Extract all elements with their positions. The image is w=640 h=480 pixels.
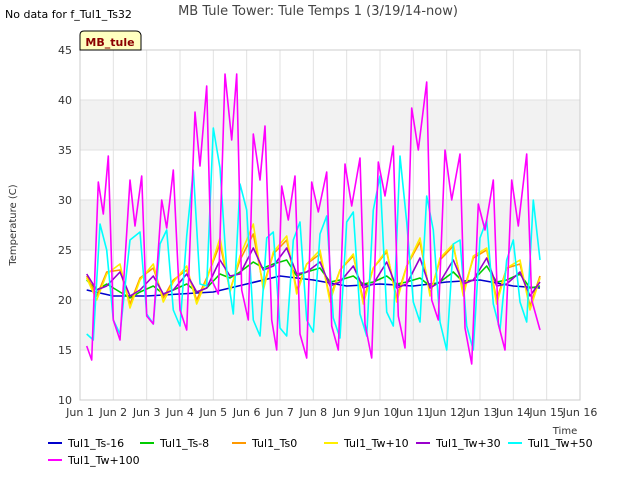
- grid-band-1: [80, 200, 580, 250]
- series-line-3: [85, 223, 541, 311]
- x-tick-label: Jun 15: [528, 406, 564, 419]
- legend-entry: Tul1_Tw+30: [435, 437, 501, 450]
- no-data-note: No data for f_Tul1_Ts32: [5, 8, 132, 21]
- y-tick-label: 20: [58, 294, 72, 307]
- x-tick-label: Jun 13: [462, 406, 498, 419]
- x-tick-label: Jun 11: [395, 406, 431, 419]
- plot-area: [79, 49, 581, 401]
- x-tick-label: Jun 4: [165, 406, 194, 419]
- x-tick-label: Jun 8: [298, 406, 327, 419]
- legend-entry: Tul1_Ts-16: [67, 437, 124, 450]
- y-tick-label: 10: [58, 394, 72, 407]
- chart-title: MB Tule Tower: Tule Temps 1 (3/19/14-now…: [178, 4, 458, 19]
- station-badge: MB_tule: [79, 30, 142, 51]
- legend-entry: Tul1_Tw+50: [527, 437, 593, 450]
- legend-entry: Tul1_Ts0: [251, 437, 297, 450]
- x-axis-ticks: Jun 1 Jun 2 Jun 3 Jun 4 Jun 5 Jun 6 Jun 7 Jun 8…: [65, 406, 597, 419]
- legend-entry: Tul1_Ts-8: [159, 437, 209, 450]
- y-tick-label: 45: [58, 44, 72, 57]
- y-tick-label: 35: [58, 144, 72, 157]
- x-tick-label: Jun 12: [428, 406, 464, 419]
- series-lines: [85, 73, 541, 365]
- x-tick-label: Jun 3: [132, 406, 161, 419]
- x-tick-label: Jun 6: [232, 406, 261, 419]
- legend-entry: Tul1_Tw+10: [343, 437, 409, 450]
- x-tick-label: Jun 2: [98, 406, 127, 419]
- x-tick-label: Jun 5: [198, 406, 227, 419]
- x-tick-label: Jun 9: [332, 406, 361, 419]
- y-tick-label: 30: [58, 194, 72, 207]
- x-tick-label: Jun 16: [562, 406, 598, 419]
- y-axis-label: Temperature (C): [8, 184, 19, 266]
- y-axis-ticks: 10 15 20 25 30 35 40 45: [58, 44, 72, 407]
- legend: Tul1_Ts-16 Tul1_Ts-8 Tul1_Ts0 Tul1_Tw+10 Tul…: [48, 437, 593, 467]
- x-axis-label: Time: [552, 426, 577, 437]
- grid-band-0: [80, 300, 580, 350]
- x-tick-label: Jun 10: [362, 406, 398, 419]
- series-line-5: [86, 127, 541, 351]
- x-tick-label: Jun 7: [265, 406, 294, 419]
- y-tick-label: 25: [58, 244, 72, 257]
- badge-label: MB_tule: [85, 36, 134, 49]
- series-line-6: [85, 73, 541, 365]
- plot-border: [79, 49, 581, 401]
- x-tick-label: Jun 14: [495, 406, 531, 419]
- x-tick-label: Jun 1: [65, 406, 94, 419]
- y-tick-label: 40: [58, 94, 72, 107]
- y-tick-label: 15: [58, 344, 72, 357]
- legend-entry: Tul1_Tw+100: [67, 454, 140, 467]
- series-line-4: [86, 247, 541, 297]
- grid-band-2: [80, 100, 580, 150]
- badge-shape: [79, 30, 142, 51]
